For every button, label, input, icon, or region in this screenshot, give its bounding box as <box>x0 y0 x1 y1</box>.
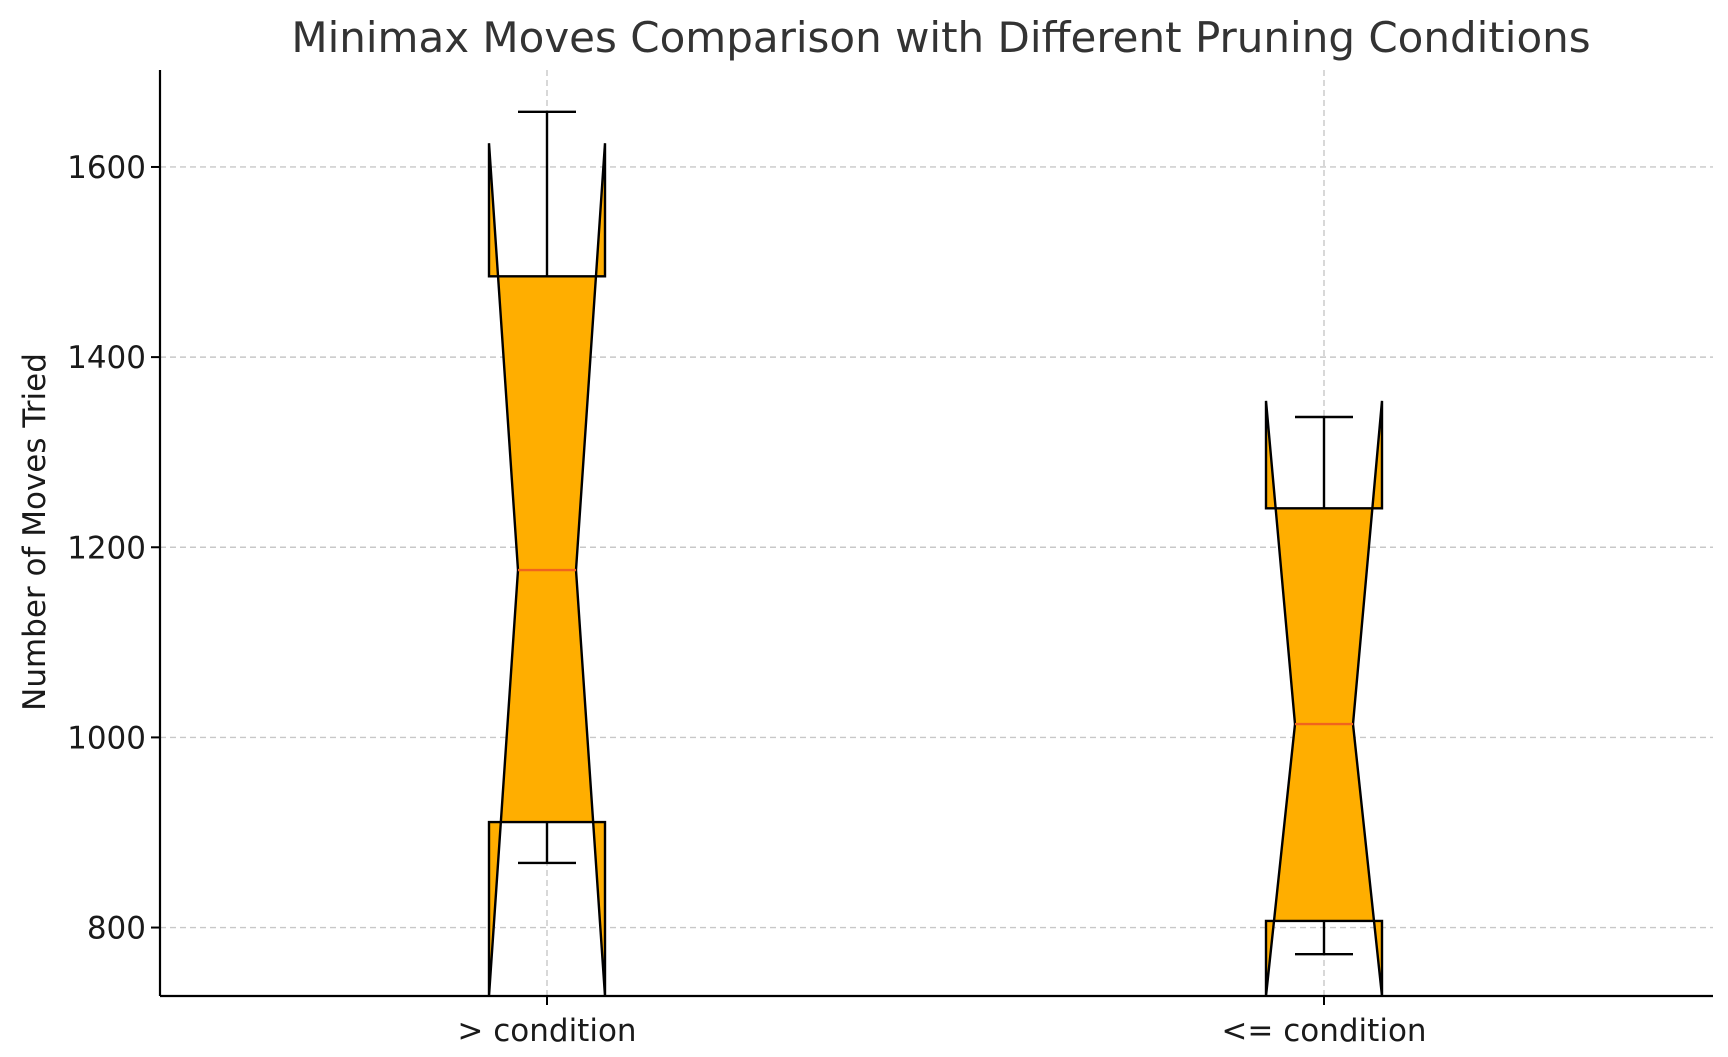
y-tick-label: 1000 <box>67 720 146 756</box>
y-tick-label: 800 <box>87 911 146 947</box>
y-tick-label: 1200 <box>67 530 146 566</box>
y-axis-label: Number of Moves Tried <box>17 353 53 711</box>
axis-layer: 800 1000 1200 1400 1600 > condition <= conditi… <box>67 70 1713 1049</box>
box-body <box>1264 400 1384 997</box>
box-group <box>1264 400 1384 997</box>
chart-title: Minimax Moves Comparison with Different … <box>291 13 1590 62</box>
grid-layer <box>160 70 1713 996</box>
box-layer <box>487 110 1384 997</box>
box-group <box>487 110 607 997</box>
x-tick-label: <= condition <box>1221 1013 1426 1049</box>
x-tick-label: > condition <box>457 1013 636 1049</box>
y-tick-label: 1400 <box>67 340 146 376</box>
y-tick-label: 1600 <box>67 150 146 186</box>
